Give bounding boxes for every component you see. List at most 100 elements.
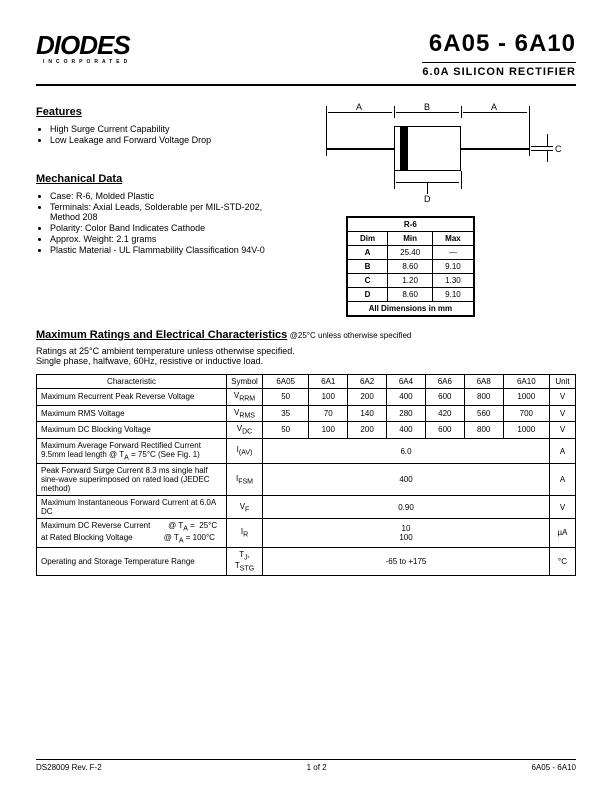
char-cell: Operating and Storage Temperature Range bbox=[37, 547, 227, 575]
features-title: Features bbox=[36, 106, 286, 118]
char-head: Unit bbox=[550, 375, 576, 389]
char-unit: A bbox=[550, 464, 576, 496]
char-cell: Maximum Instantaneous Forward Current at… bbox=[37, 496, 227, 519]
part-number: 6A05 - 6A10 bbox=[422, 30, 576, 58]
char-value: 560 bbox=[464, 405, 503, 422]
dim-cell: 9.10 bbox=[433, 260, 474, 274]
feature-item: Low Leakage and Forward Voltage Drop bbox=[50, 135, 286, 145]
dimension-table: R-6 Dim Min Max A25.40— B8.609.10 C1.201… bbox=[347, 217, 474, 316]
char-cell: Maximum DC Reverse Current @ TA = 25°Cat… bbox=[37, 519, 227, 547]
char-value: 280 bbox=[387, 405, 426, 422]
title-block: 6A05 - 6A10 6.0A SILICON RECTIFIER bbox=[422, 30, 576, 78]
page-footer: DS28009 Rev. F-2 1 of 2 6A05 - 6A10 bbox=[36, 759, 576, 772]
dim-a-label: A bbox=[491, 102, 497, 112]
char-value: 1000 bbox=[503, 389, 549, 406]
char-unit: V bbox=[550, 389, 576, 406]
mech-item: Approx. Weight: 2.1 grams bbox=[50, 234, 286, 244]
char-symbol: IR bbox=[227, 519, 263, 547]
char-unit: V bbox=[550, 422, 576, 439]
char-value: 100 bbox=[309, 389, 348, 406]
char-head: 6A10 bbox=[503, 375, 549, 389]
char-value: 6.0 bbox=[263, 438, 550, 464]
char-symbol: VDC bbox=[227, 422, 263, 439]
dim-cell: D bbox=[348, 288, 388, 302]
dim-cell: 8.60 bbox=[388, 288, 433, 302]
char-unit: V bbox=[550, 405, 576, 422]
char-head: 6A05 bbox=[263, 375, 309, 389]
dim-cell: 1.30 bbox=[433, 274, 474, 288]
char-value: 10100 bbox=[263, 519, 550, 547]
mech-item: Plastic Material - UL Flammability Class… bbox=[50, 245, 286, 255]
mech-item: Polarity: Color Band Indicates Cathode bbox=[50, 223, 286, 233]
package-diagram: A B A C D bbox=[306, 96, 566, 216]
char-value: 1000 bbox=[503, 422, 549, 439]
char-value: 600 bbox=[425, 422, 464, 439]
dim-cell: — bbox=[433, 246, 474, 260]
dim-cell: A bbox=[348, 246, 388, 260]
dim-a-label: A bbox=[356, 102, 362, 112]
logo-subtitle: INCORPORATED bbox=[43, 59, 131, 65]
char-head: Symbol bbox=[227, 375, 263, 389]
feature-item: High Surge Current Capability bbox=[50, 124, 286, 134]
dim-cell: B bbox=[348, 260, 388, 274]
char-value: 50 bbox=[263, 389, 309, 406]
char-head: 6A6 bbox=[425, 375, 464, 389]
char-value: 700 bbox=[503, 405, 549, 422]
mech-item: Terminals: Axial Leads, Solderable per M… bbox=[50, 202, 286, 222]
char-value: 800 bbox=[464, 422, 503, 439]
char-value: 70 bbox=[309, 405, 348, 422]
dim-cell: 9.10 bbox=[433, 288, 474, 302]
divider bbox=[36, 84, 576, 86]
char-symbol: VRMS bbox=[227, 405, 263, 422]
char-cell: Maximum Recurrent Peak Reverse Voltage bbox=[37, 389, 227, 406]
dim-table-footer: All Dimensions in mm bbox=[348, 302, 474, 316]
footer-right: 6A05 - 6A10 bbox=[532, 763, 576, 772]
char-unit: V bbox=[550, 496, 576, 519]
char-unit: A bbox=[550, 438, 576, 464]
char-cell: Maximum RMS Voltage bbox=[37, 405, 227, 422]
char-value: -65 to +175 bbox=[263, 547, 550, 575]
char-value: 800 bbox=[464, 389, 503, 406]
max-ratings-title: Maximum Ratings and Electrical Character… bbox=[36, 329, 287, 341]
footer-center: 1 of 2 bbox=[307, 763, 327, 772]
dim-cell: 1.20 bbox=[388, 274, 433, 288]
char-head: 6A2 bbox=[348, 375, 387, 389]
dim-c-label: C bbox=[555, 144, 562, 154]
char-cell: Maximum Average Forward Rectified Curren… bbox=[37, 438, 227, 464]
char-value: 400 bbox=[263, 464, 550, 496]
char-value: 100 bbox=[309, 422, 348, 439]
char-cell: Peak Forward Surge Current 8.3 ms single… bbox=[37, 464, 227, 496]
char-symbol: IFSM bbox=[227, 464, 263, 496]
char-head: 6A1 bbox=[309, 375, 348, 389]
char-unit: µA bbox=[550, 519, 576, 547]
footer-left: DS28009 Rev. F-2 bbox=[36, 763, 102, 772]
char-value: 400 bbox=[387, 389, 426, 406]
max-ratings-note: @25°C unless otherwise specified bbox=[290, 331, 412, 340]
char-value: 420 bbox=[425, 405, 464, 422]
logo: DIODES bbox=[36, 30, 130, 60]
dim-cell: 8.60 bbox=[388, 260, 433, 274]
dim-table-title: R-6 bbox=[348, 218, 474, 232]
ratings-text1: Ratings at 25°C ambient temperature unle… bbox=[36, 346, 576, 356]
char-symbol: TJ,TSTG bbox=[227, 547, 263, 575]
char-unit: °C bbox=[550, 547, 576, 575]
dim-b-label: B bbox=[424, 102, 430, 112]
logo-block: DIODES INCORPORATED bbox=[36, 30, 131, 65]
char-head: 6A4 bbox=[387, 375, 426, 389]
char-value: 200 bbox=[348, 389, 387, 406]
char-symbol: VRRM bbox=[227, 389, 263, 406]
char-value: 600 bbox=[425, 389, 464, 406]
ratings-text2: Single phase, halfwave, 60Hz, resistive … bbox=[36, 356, 576, 366]
doc-subtitle: 6.0A SILICON RECTIFIER bbox=[422, 62, 576, 78]
char-value: 140 bbox=[348, 405, 387, 422]
char-value: 50 bbox=[263, 422, 309, 439]
mechanical-title: Mechanical Data bbox=[36, 173, 286, 185]
char-head: Characteristic bbox=[37, 375, 227, 389]
dim-head: Max bbox=[433, 232, 474, 246]
dim-cell: C bbox=[348, 274, 388, 288]
header: DIODES INCORPORATED 6A05 - 6A10 6.0A SIL… bbox=[36, 30, 576, 78]
features-list: High Surge Current Capability Low Leakag… bbox=[36, 124, 286, 145]
char-cell: Maximum DC Blocking Voltage bbox=[37, 422, 227, 439]
char-value: 200 bbox=[348, 422, 387, 439]
dim-cell: 25.40 bbox=[388, 246, 433, 260]
